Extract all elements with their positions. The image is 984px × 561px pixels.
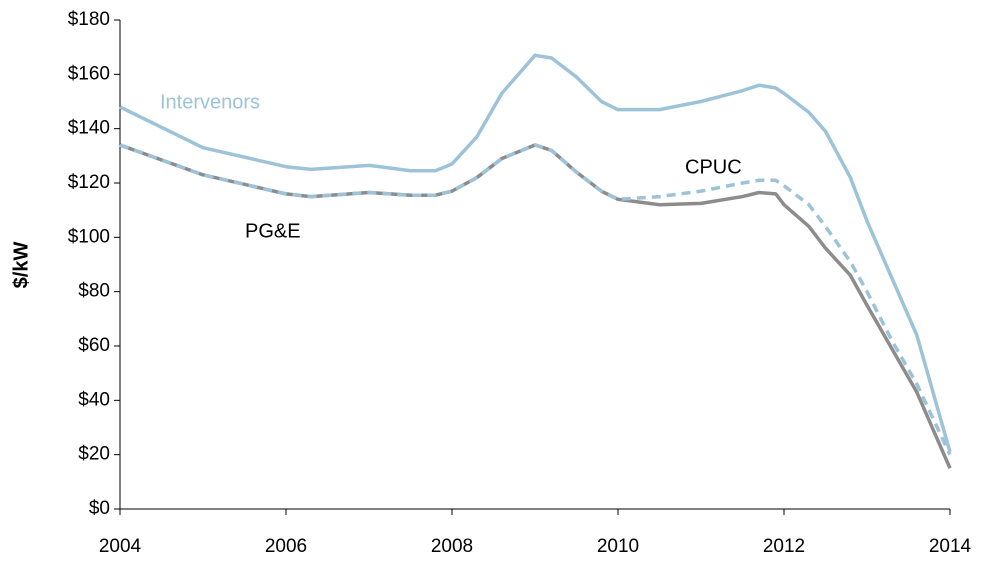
y-tick-label: $120 — [68, 172, 110, 193]
series-line — [119, 143, 952, 469]
y-axis-label: $/kW — [10, 242, 32, 289]
x-tick-label: 2012 — [763, 536, 805, 557]
y-tick-label: $60 — [78, 335, 110, 356]
x-tick-label: 2008 — [431, 536, 473, 557]
y-tick-label: $20 — [78, 444, 110, 465]
x-tick-label: 2006 — [265, 536, 307, 557]
series-label: PG&E — [245, 220, 301, 242]
y-tick-label: $160 — [68, 63, 110, 84]
x-tick-label: 2014 — [929, 536, 972, 557]
series-label: Intervenors — [160, 91, 260, 113]
y-tick-label: $140 — [68, 118, 110, 139]
series-line — [119, 53, 952, 453]
y-tick-label: $100 — [68, 226, 110, 247]
y-tick-label: $180 — [68, 9, 110, 30]
y-tick-label: $40 — [78, 389, 110, 410]
y-tick-label: $80 — [78, 281, 110, 302]
series-label: CPUC — [685, 156, 742, 178]
series-line — [119, 143, 952, 456]
y-tick-label: $0 — [89, 498, 110, 519]
x-tick-label: 2010 — [597, 536, 639, 557]
x-tick-label: 2004 — [99, 536, 142, 557]
